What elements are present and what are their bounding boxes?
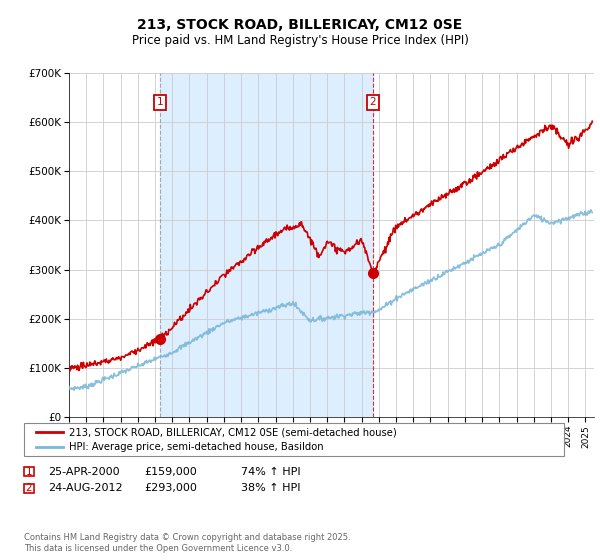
Text: £159,000: £159,000 [145, 466, 197, 477]
Text: 2: 2 [25, 483, 32, 493]
Text: 1: 1 [157, 97, 164, 108]
Text: 24-AUG-2012: 24-AUG-2012 [49, 483, 123, 493]
Text: 2: 2 [370, 97, 376, 108]
Text: Contains HM Land Registry data © Crown copyright and database right 2025.
This d: Contains HM Land Registry data © Crown c… [24, 533, 350, 553]
Text: 74% ↑ HPI: 74% ↑ HPI [241, 466, 300, 477]
Bar [160, 73, 373, 417]
Text: 213, STOCK ROAD, BILLERICAY, CM12 0SE (semi-detached house): 213, STOCK ROAD, BILLERICAY, CM12 0SE (s… [69, 427, 397, 437]
Text: 213, STOCK ROAD, BILLERICAY, CM12 0SE: 213, STOCK ROAD, BILLERICAY, CM12 0SE [137, 18, 463, 32]
Text: Price paid vs. HM Land Registry's House Price Index (HPI): Price paid vs. HM Land Registry's House … [131, 34, 469, 47]
Text: 38% ↑ HPI: 38% ↑ HPI [241, 483, 300, 493]
Text: £293,000: £293,000 [145, 483, 197, 493]
Text: HPI: Average price, semi-detached house, Basildon: HPI: Average price, semi-detached house,… [69, 442, 323, 452]
Text: 25-APR-2000: 25-APR-2000 [49, 466, 120, 477]
Text: 1: 1 [25, 466, 32, 477]
